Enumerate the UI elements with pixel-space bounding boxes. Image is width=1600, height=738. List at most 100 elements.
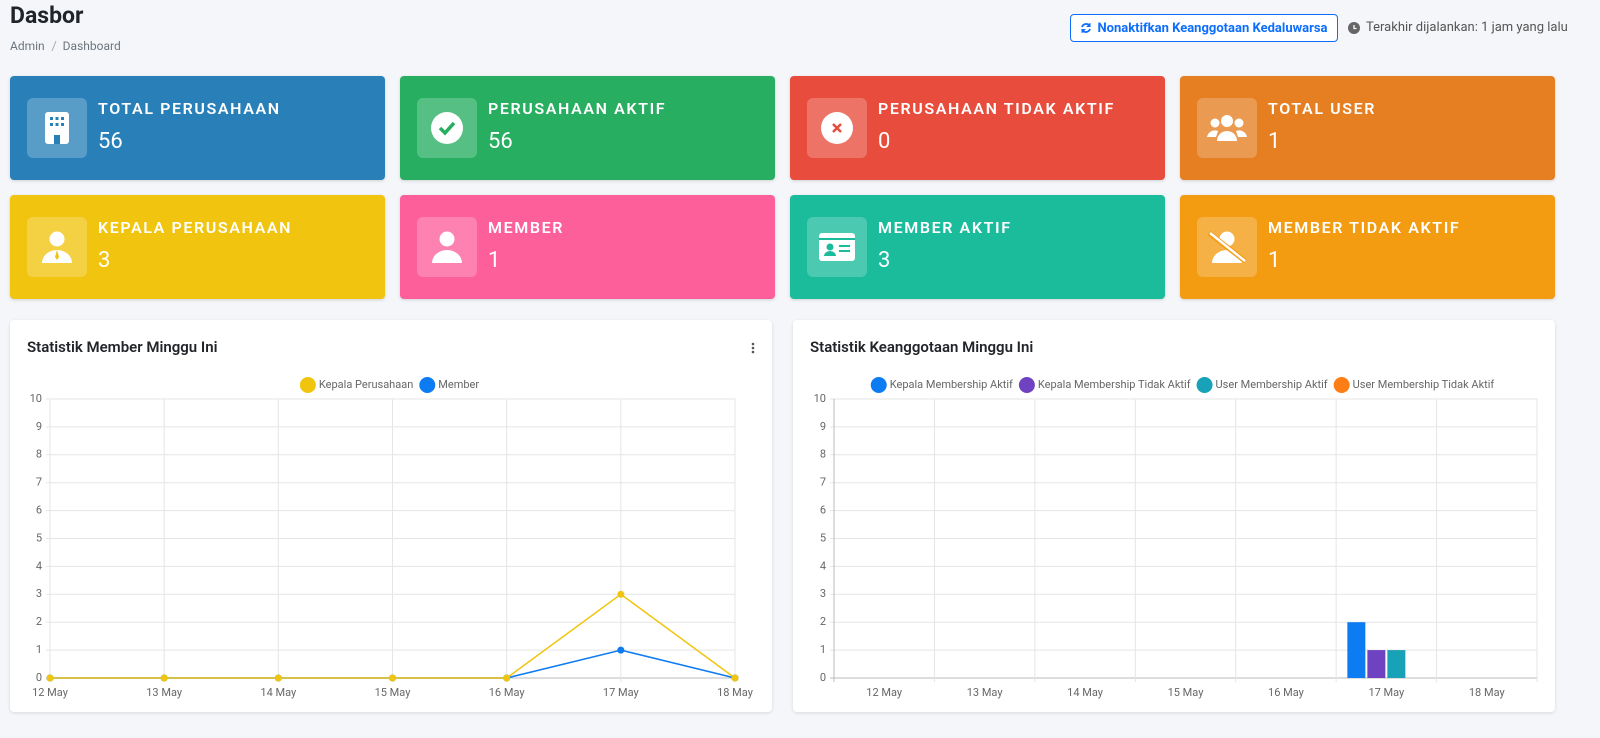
check-icon	[431, 112, 463, 144]
grid	[830, 398, 1538, 682]
breadcrumb: Admin Dashboard	[10, 39, 121, 53]
y-tick-label: 2	[36, 615, 42, 628]
breadcrumb-current: Dashboard	[62, 39, 121, 53]
data-point	[274, 674, 282, 682]
grid	[46, 398, 736, 682]
bar	[1387, 650, 1406, 678]
legend-label: Kepala Perusahaan	[319, 378, 413, 391]
stat-card: TOTAL PERUSAHAAN 56	[10, 76, 385, 180]
y-tick-label: 1	[820, 643, 826, 656]
card-label: MEMBER AKTIF	[878, 218, 1012, 237]
y-tick-label: 1	[36, 643, 42, 656]
x-tick-label: 16 May	[489, 686, 526, 699]
data-point	[731, 674, 739, 682]
legend-item[interactable]: User Membership Tidak Aktif	[1333, 377, 1495, 393]
legend-swatch	[1018, 377, 1035, 393]
card-label: KEPALA PERUSAHAAN	[98, 218, 293, 237]
x-tick-label: 13 May	[967, 686, 1004, 699]
x-tick-label: 12 May	[866, 686, 903, 699]
legend-label: Kepala Membership Tidak Aktif	[1038, 378, 1191, 391]
legend-item[interactable]: Kepala Perusahaan	[299, 377, 413, 393]
y-tick-label: 6	[36, 504, 42, 517]
x-tick-label: 14 May	[260, 686, 297, 699]
card-label: TOTAL PERUSAHAAN	[98, 99, 281, 118]
card-label: MEMBER	[488, 218, 564, 237]
x-tick-label: 18 May	[717, 686, 754, 699]
legend-item[interactable]: Member	[419, 377, 479, 393]
data-point	[160, 674, 168, 682]
users-icon	[1207, 115, 1247, 141]
stat-card: PERUSAHAAN AKTIF 56	[400, 76, 775, 180]
y-tick-label: 8	[36, 448, 42, 461]
stat-card: TOTAL USER 1	[1180, 76, 1555, 180]
card-value: 56	[488, 129, 513, 154]
y-tick-label: 4	[36, 559, 42, 572]
chart-panel: Statistik Member Minggu Ini 0 1 2 3 4 5 6 7 8 9 10…	[10, 320, 772, 712]
card-value: 3	[878, 248, 891, 273]
y-tick-label: 10	[30, 392, 42, 405]
x-tick-label: 14 May	[1067, 686, 1104, 699]
x-tick-label: 13 May	[146, 686, 183, 699]
y-tick-label: 9	[820, 420, 826, 433]
card-label: PERUSAHAAN AKTIF	[488, 99, 667, 118]
x-tick-label: 16 May	[1268, 686, 1305, 699]
legend-label: Kepala Membership Aktif	[890, 378, 1013, 391]
breadcrumb-link[interactable]: Admin	[10, 39, 45, 53]
y-tick-label: 4	[820, 559, 826, 572]
y-tick-label: 7	[36, 476, 42, 489]
x-tick-label: 12 May	[32, 686, 69, 699]
last-run-text: Terakhir dijalankan: 1 jam yang lalu	[1366, 20, 1568, 35]
refresh-icon	[1081, 23, 1092, 33]
y-tick-label: 3	[36, 587, 42, 600]
y-tick-label: 5	[820, 531, 826, 544]
stat-card: MEMBER AKTIF 3	[790, 195, 1165, 299]
bar	[1367, 650, 1386, 678]
stat-card: KEPALA PERUSAHAAN 3	[10, 195, 385, 299]
card-value: 56	[98, 129, 123, 154]
legend: Kepala Perusahaan Member	[299, 377, 479, 393]
legend-swatch	[299, 377, 316, 393]
legend-swatch	[419, 377, 436, 393]
id-card-icon	[819, 233, 855, 261]
x-tick-label: 17 May	[603, 686, 640, 699]
chart-title: Statistik Keanggotaan Minggu Ini	[810, 338, 1033, 356]
clock-icon	[1348, 21, 1360, 34]
deactivate-button[interactable]: Nonaktifkan Keanggotaan Kedaluwarsa	[1070, 14, 1338, 42]
y-tick-label: 2	[820, 615, 826, 628]
legend-label: User Membership Tidak Aktif	[1353, 378, 1495, 391]
separator	[51, 40, 57, 52]
y-tick-label: 3	[820, 587, 826, 600]
stat-card: PERUSAHAAN TIDAK AKTIF 0	[790, 76, 1165, 180]
menu-icon[interactable]	[751, 342, 755, 354]
bar	[1347, 622, 1366, 678]
y-tick-label: 8	[820, 448, 826, 461]
y-tick-label: 10	[814, 392, 826, 405]
legend-swatch	[1333, 377, 1350, 393]
user-slash-icon	[1207, 231, 1247, 263]
y-tick-label: 6	[820, 504, 826, 517]
data-point	[389, 674, 396, 682]
card-value: 1	[488, 248, 501, 273]
y-tick-label: 9	[36, 420, 42, 433]
stat-card: MEMBER TIDAK AKTIF 1	[1180, 195, 1555, 299]
card-value: 0	[878, 129, 891, 154]
legend-item[interactable]: User Membership Aktif	[1196, 377, 1328, 393]
y-tick-label: 0	[36, 671, 42, 684]
card-value: 1	[1268, 129, 1281, 154]
card-label: MEMBER TIDAK AKTIF	[1268, 218, 1461, 237]
x-tick-label: 15 May	[1168, 686, 1205, 699]
legend-item[interactable]: Kepala Membership Tidak Aktif	[1018, 377, 1191, 393]
legend-label: User Membership Aktif	[1216, 378, 1328, 391]
data-point	[46, 674, 54, 682]
data-point	[617, 590, 625, 598]
legend-item[interactable]: Kepala Membership Aktif	[870, 377, 1013, 393]
legend-swatch	[1196, 377, 1213, 393]
stat-card: MEMBER 1	[400, 195, 775, 299]
user-tie-icon	[42, 231, 72, 263]
card-value: 1	[1268, 248, 1281, 273]
card-label: TOTAL USER	[1268, 99, 1377, 118]
y-tick-label: 7	[820, 476, 826, 489]
building-icon	[45, 112, 69, 144]
y-tick-label: 0	[820, 671, 826, 684]
data-point	[617, 646, 625, 654]
